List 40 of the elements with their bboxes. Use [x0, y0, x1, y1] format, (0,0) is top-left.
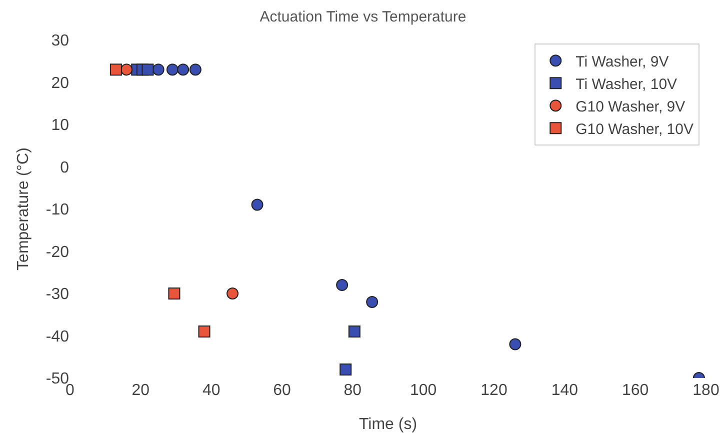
x-tick-label: 120: [480, 382, 508, 399]
point: [189, 64, 202, 76]
chart-title: Actuation Time vs Temperature: [260, 8, 466, 26]
point: [251, 198, 264, 211]
y-tick-label: -30: [46, 286, 70, 304]
legend-label: Ti Washer, 9V: [576, 53, 669, 70]
y-tick-label: 20: [51, 74, 70, 92]
x-tick-label: 160: [622, 382, 649, 399]
point: [166, 64, 178, 76]
y-tick-label: -20: [46, 244, 70, 261]
x-axis-title: Time (s): [358, 416, 418, 433]
point: [348, 326, 360, 338]
x-tick-label: 40: [202, 382, 220, 399]
point: [336, 279, 348, 292]
x-tick-label: 80: [344, 382, 362, 399]
x-tick-label: 20: [132, 382, 150, 399]
y-tick-label: 10: [51, 117, 70, 134]
legend-label: Ti Washer, 10V: [576, 76, 678, 93]
point: [142, 64, 154, 76]
point: [198, 326, 210, 338]
y-tick-label: 30: [51, 32, 70, 50]
x-tick-label: 140: [551, 382, 578, 399]
x-tick-label: 100: [410, 382, 437, 399]
point: [168, 288, 180, 300]
point: [366, 296, 378, 308]
point: [226, 288, 239, 300]
y-axis-title: Temperature (°C): [15, 148, 32, 270]
y-tick-label: -40: [46, 328, 70, 346]
point: [340, 364, 352, 376]
legend-label: G10 Washer, 9V: [576, 98, 686, 116]
x-tick-label: 60: [273, 382, 291, 399]
point: [177, 64, 190, 76]
y-tick-label: 0: [60, 159, 70, 176]
point: [110, 64, 122, 76]
y-tick-label: -10: [46, 202, 70, 219]
point: [152, 64, 164, 76]
x-tick-label: 180: [692, 382, 720, 399]
legend-label: G10 Washer, 10V: [576, 120, 694, 138]
point: [120, 64, 133, 76]
point: [509, 338, 522, 350]
